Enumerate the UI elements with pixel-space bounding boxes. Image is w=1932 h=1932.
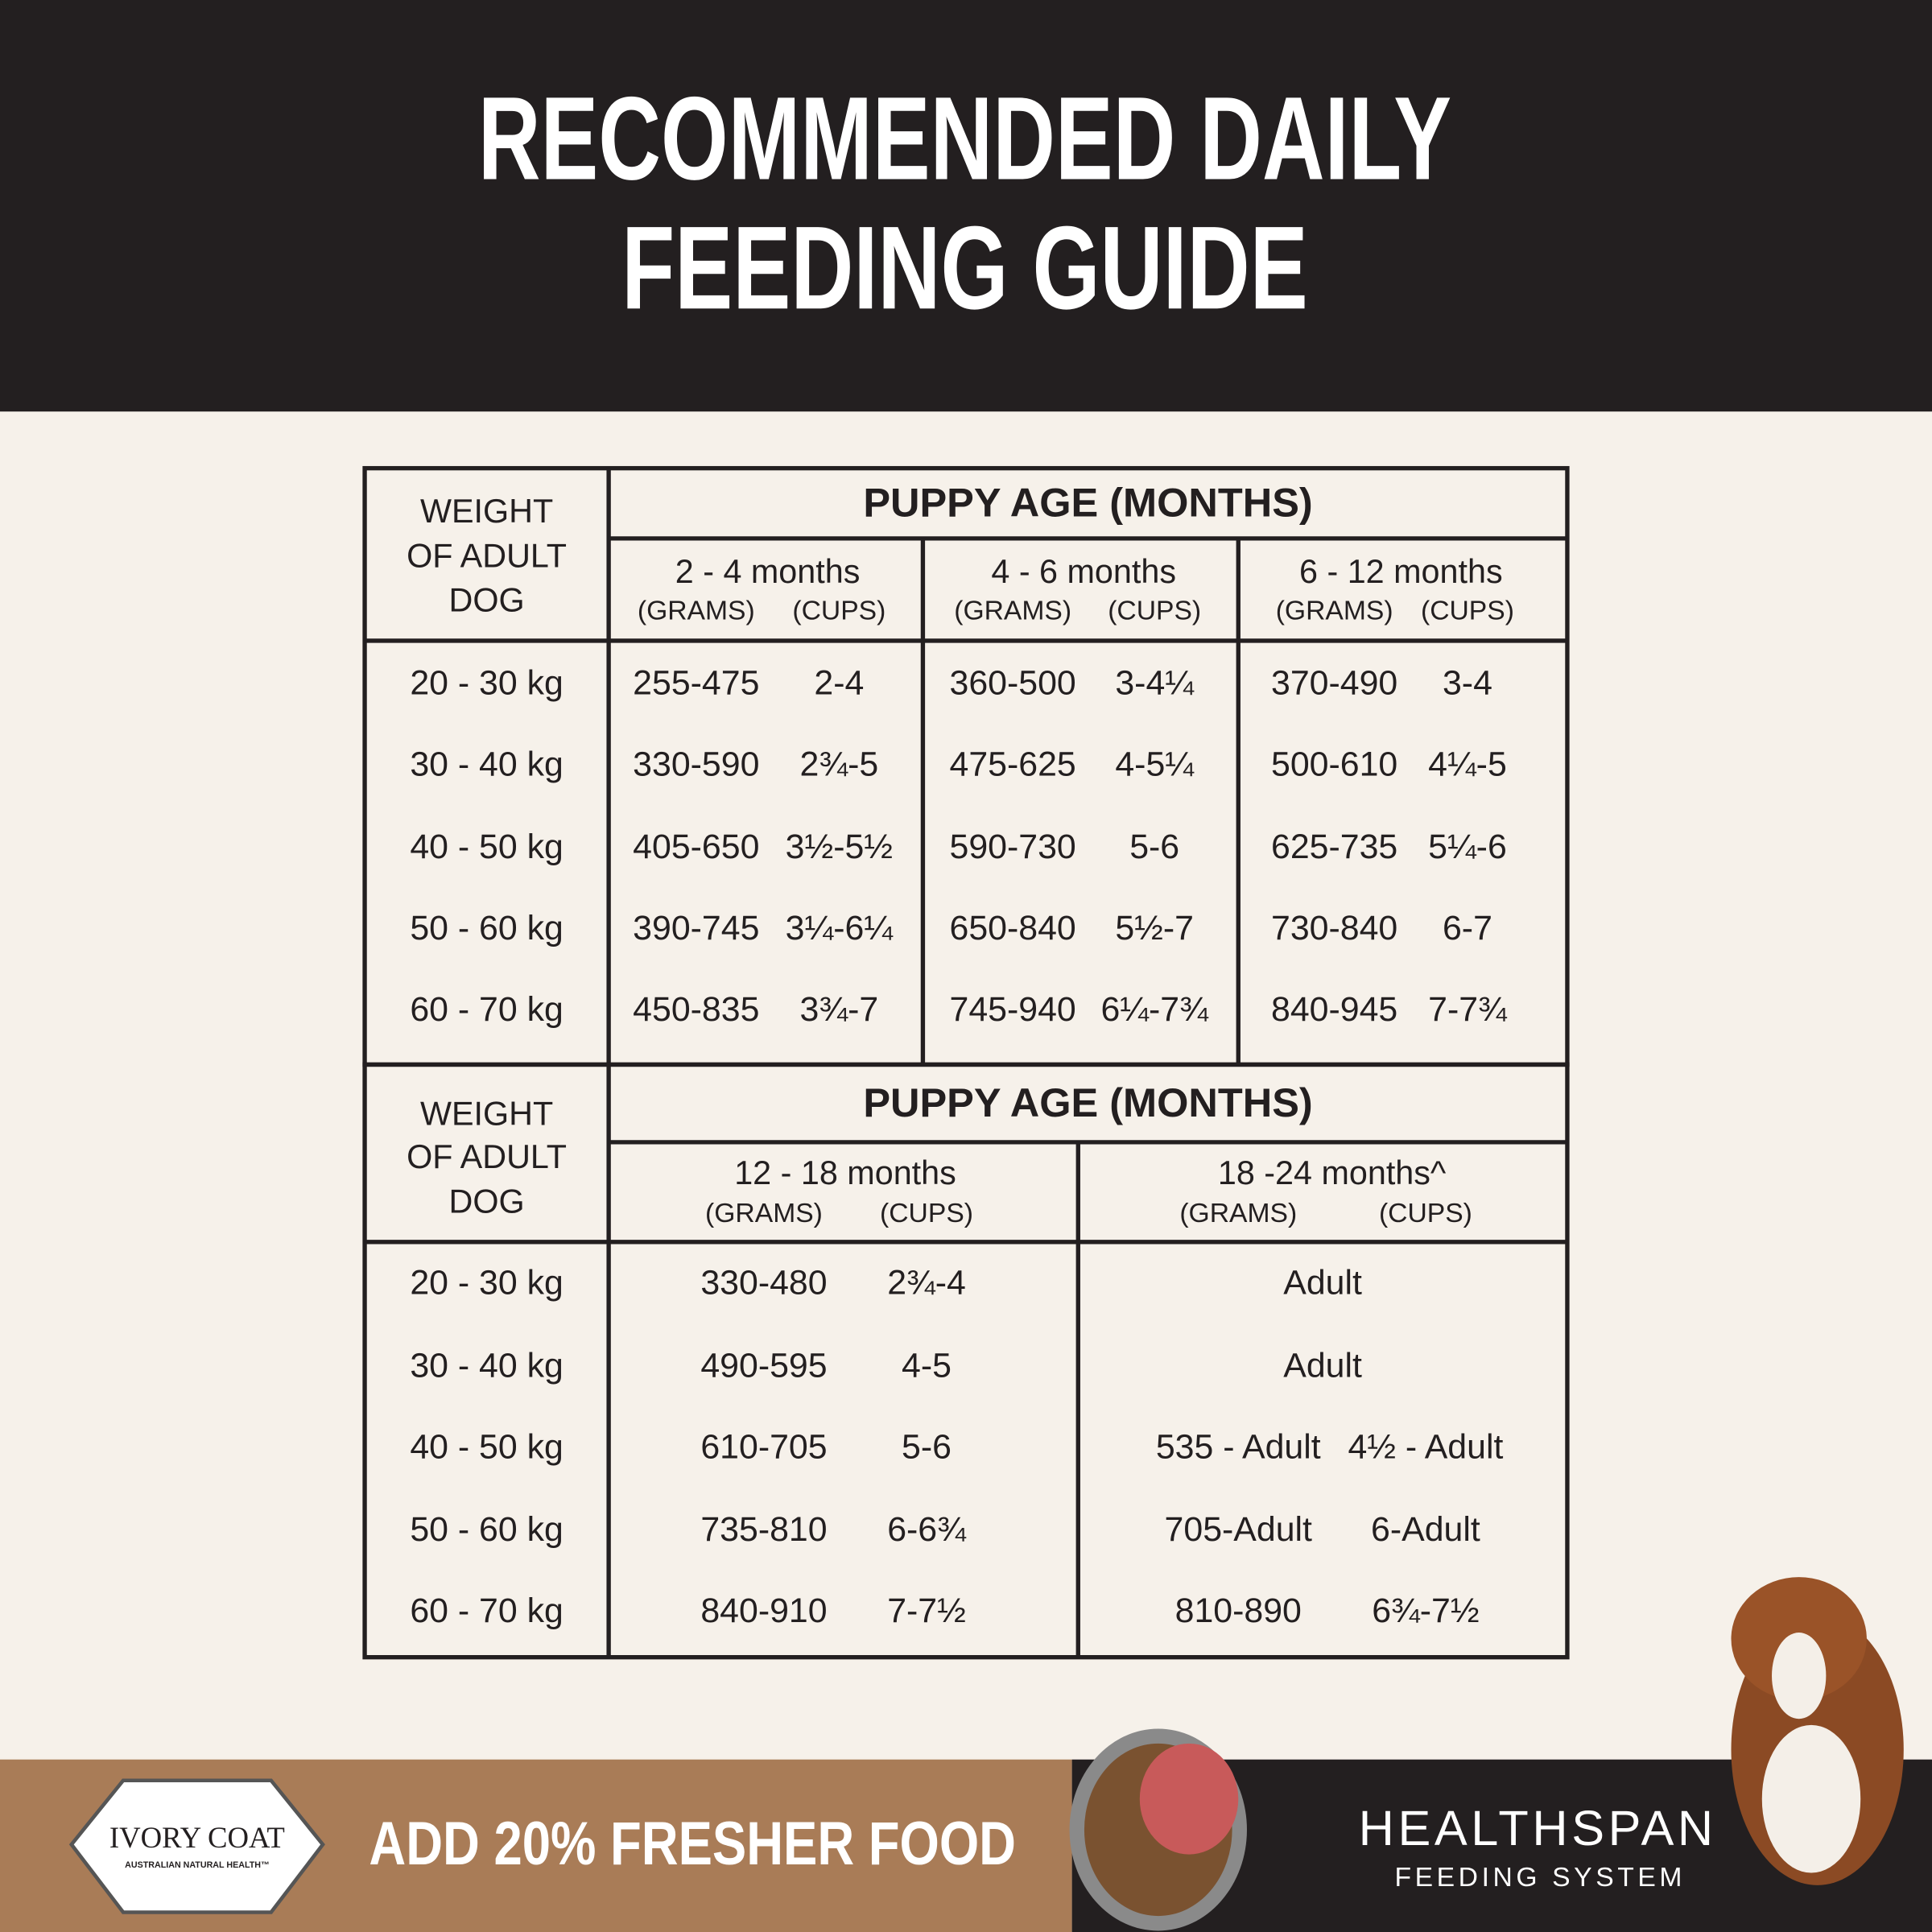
weight-cell: 30 - 40 kg	[410, 745, 564, 783]
table-cell: 610-705	[700, 1427, 827, 1466]
table-cell: 3¾-7	[800, 990, 879, 1029]
column-label: 2 - 4 months	[675, 553, 861, 590]
unit-label: (GRAMS)	[954, 597, 1071, 626]
table-cell: 390-745	[633, 909, 759, 947]
table-cell: Adult	[1283, 1346, 1362, 1385]
column-label: 4 - 6 months	[991, 553, 1176, 590]
weight-cell: 60 - 70 kg	[410, 990, 564, 1029]
unit-label: (CUPS)	[1108, 597, 1201, 626]
weight-cell: 40 - 50 kg	[410, 828, 564, 866]
table-cell: 705-Adult	[1165, 1510, 1313, 1549]
table-cell: 735-810	[700, 1510, 827, 1549]
column-label: 6 - 12 months	[1299, 553, 1503, 590]
weight-cell: 20 - 30 kg	[410, 663, 564, 702]
weight-cell: 40 - 50 kg	[410, 1427, 564, 1466]
table-cell: 4¼-5	[1428, 745, 1507, 783]
unit-label: (GRAMS)	[705, 1199, 823, 1228]
table-cell: 370-490	[1271, 663, 1397, 702]
group-header: PUPPY AGE (MONTHS)	[863, 1080, 1312, 1125]
weight-header: OF ADULT	[407, 537, 567, 574]
dog-illustration	[1731, 1577, 1904, 1885]
table-cell: 6¾-7½	[1372, 1591, 1479, 1630]
weight-cell: 20 - 30 kg	[410, 1264, 564, 1302]
table-cell: Adult	[1283, 1264, 1362, 1302]
column-label: 12 - 18 months	[734, 1154, 956, 1191]
table-cell: 810-890	[1175, 1591, 1302, 1630]
table-cell: 2¾-5	[800, 745, 879, 783]
table-cell: 4-5¼	[1115, 745, 1195, 783]
table-cell: 7-7½	[887, 1591, 966, 1630]
column-label: 18 -24 months^	[1218, 1154, 1447, 1191]
table-cell: 490-595	[700, 1346, 827, 1385]
unit-label: (CUPS)	[880, 1199, 973, 1228]
title-line: RECOMMENDED DAILY	[478, 72, 1451, 204]
brand: HEALTHSPAN	[1359, 1801, 1717, 1856]
unit-label: (GRAMS)	[1276, 597, 1393, 626]
table-border	[362, 1062, 1570, 1660]
table-cell: 625-735	[1271, 828, 1397, 866]
table-cell: 840-945	[1271, 990, 1397, 1029]
weight-header: OF ADULT	[407, 1138, 567, 1175]
weight-cell: 30 - 40 kg	[410, 1346, 564, 1385]
table-cell: 3¼-6¼	[786, 909, 894, 947]
table-cell: 6¼-7¾	[1100, 990, 1209, 1029]
tagline: ADD 20% FRESHER FOOD	[369, 1810, 1016, 1878]
table-cell: 5¼-6	[1428, 828, 1507, 866]
table-cell: 405-650	[633, 828, 759, 866]
weight-cell: 50 - 60 kg	[410, 1510, 564, 1549]
table-cell: 745-940	[950, 990, 1076, 1029]
table-cell: 840-910	[700, 1591, 827, 1630]
table-cell: 330-480	[700, 1264, 827, 1302]
weight-cell: 50 - 60 kg	[410, 909, 564, 947]
table-cell: 360-500	[950, 663, 1076, 702]
table-cell: 2-4	[814, 663, 864, 702]
table-cell: 6-6¾	[887, 1510, 967, 1549]
table-cell: 650-840	[950, 909, 1076, 947]
table-cell: 5-6	[1129, 828, 1179, 866]
unit-label: (GRAMS)	[1179, 1199, 1297, 1228]
table-cell: 7-7¾	[1428, 990, 1508, 1029]
table-cell: 450-835	[633, 990, 759, 1029]
title-line: FEEDING GUIDE	[621, 202, 1308, 334]
weight-cell: 60 - 70 kg	[410, 1591, 564, 1630]
table-cell: 5-6	[902, 1427, 952, 1466]
fresh-food	[1139, 1743, 1239, 1855]
weight-header: WEIGHT	[420, 1096, 553, 1133]
table-cell: 590-730	[950, 828, 1076, 866]
header-band	[0, 0, 1932, 412]
table-cell: 730-840	[1271, 909, 1397, 947]
brand-subtext: FEEDING SYSTEM	[1394, 1863, 1686, 1893]
unit-label: (GRAMS)	[638, 597, 755, 626]
table-cell: 6-7	[1443, 909, 1492, 947]
table-cell: 3-4¼	[1115, 663, 1195, 702]
table-cell: 475-625	[950, 745, 1076, 783]
table-cell: 3-4	[1443, 663, 1492, 702]
table-cell: 4-5	[902, 1346, 952, 1385]
table-cell: 500-610	[1271, 745, 1397, 783]
weight-header: DOG	[449, 1183, 525, 1220]
table-cell: 4½ - Adult	[1348, 1427, 1503, 1466]
table-cell: 255-475	[633, 663, 759, 702]
unit-label: (CUPS)	[1421, 597, 1514, 626]
table-cell: 3½-5½	[786, 828, 893, 866]
table-cell: 5½-7	[1115, 909, 1194, 947]
weight-header: WEIGHT	[420, 493, 553, 530]
table-cell: 535 - Adult	[1156, 1427, 1321, 1466]
logo-subtext: AUSTRALIAN NATURAL HEALTH™	[125, 1860, 270, 1870]
group-header: PUPPY AGE (MONTHS)	[863, 480, 1312, 526]
unit-label: (CUPS)	[792, 597, 886, 626]
table-cell: 2¾-4	[887, 1264, 966, 1302]
weight-header: DOG	[449, 581, 525, 618]
table-cell: 330-590	[633, 745, 759, 783]
unit-label: (CUPS)	[1379, 1199, 1472, 1228]
logo-badge	[68, 1778, 325, 1914]
logo-text: IVORY COAT	[109, 1821, 285, 1854]
table-cell: 6-Adult	[1371, 1510, 1480, 1549]
